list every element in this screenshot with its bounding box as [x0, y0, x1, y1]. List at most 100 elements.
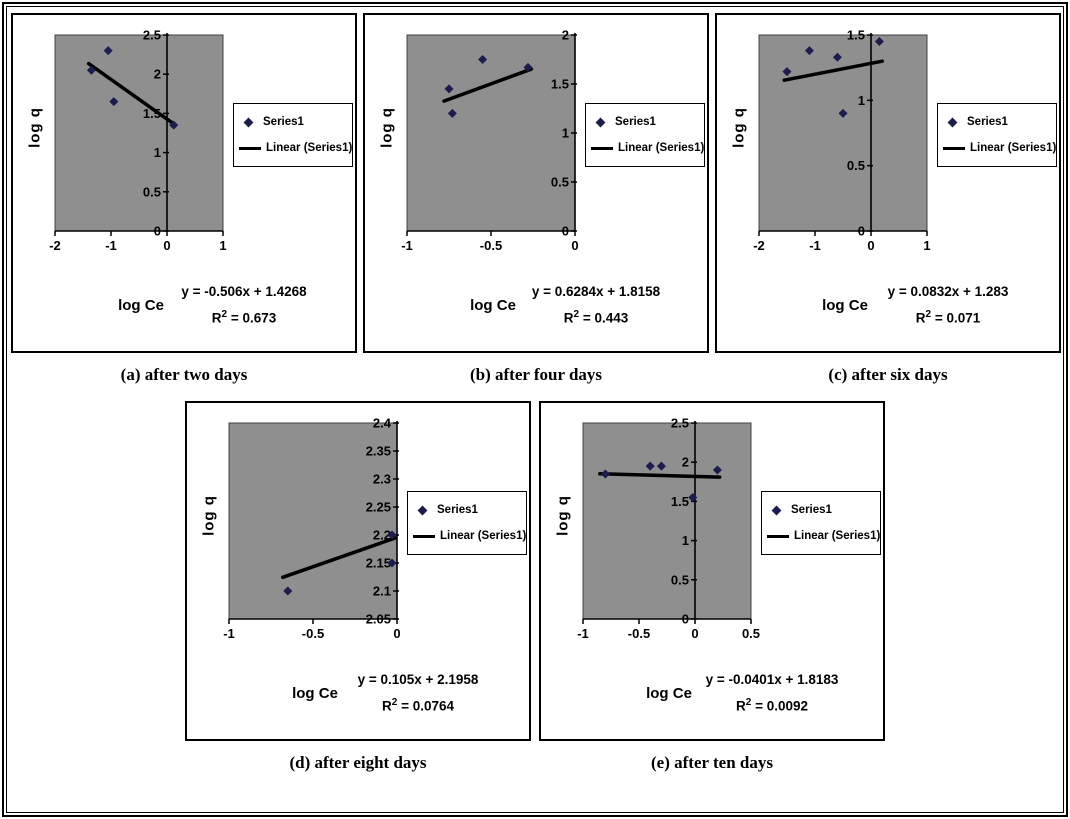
svg-text:1: 1 — [219, 238, 226, 253]
r2-text: R2 = 0.0092 — [736, 696, 808, 714]
top-row: log q 0 0.5 1 1.5 2 2.5 -2 -1 0 1 log Ce Series1 … — [11, 13, 1061, 391]
plot-area: 0 0.5 1 1.5 2 -1 -0.5 0 — [401, 28, 578, 254]
svg-text:1: 1 — [858, 93, 865, 108]
r2-text: R2 = 0.673 — [211, 308, 277, 326]
legend-trendline: Linear (Series1) — [239, 142, 352, 154]
legend-trendline: Linear (Series1) — [943, 142, 1056, 154]
x-axis-title: log Ce — [118, 297, 164, 314]
legend-series1: Series1 — [591, 116, 699, 128]
plot-area: 00.511.522.5-2 -1 0 1 — [49, 28, 226, 254]
series1-marker-icon — [417, 505, 428, 515]
svg-text:2: 2 — [562, 28, 569, 43]
svg-text:2: 2 — [154, 67, 161, 82]
svg-text:2.4: 2.4 — [373, 416, 392, 431]
legend: Series1 Linear (Series1) — [937, 103, 1057, 167]
svg-text:0.5: 0.5 — [742, 626, 760, 641]
legend-series1: Series1 — [943, 116, 1051, 128]
legend-series1: Series1 — [239, 116, 347, 128]
svg-text:0: 0 — [154, 224, 161, 239]
equation-block: y = 0.0832x + 1.283 R2 = 0.071 — [839, 279, 1057, 331]
legend-series1-label: Series1 — [967, 116, 1008, 128]
svg-text:0: 0 — [691, 626, 698, 641]
series1-marker-icon — [771, 505, 782, 515]
svg-text:-2: -2 — [753, 238, 765, 253]
svg-text:-1: -1 — [223, 626, 235, 641]
legend-trendline: Linear (Series1) — [591, 142, 704, 154]
svg-text:-1: -1 — [577, 626, 589, 641]
equation-block: y = -0.506x + 1.4268 R2 = 0.673 — [135, 279, 353, 331]
equation-text: y = -0.0401x + 1.8183 — [705, 672, 839, 688]
equation-text: y = -0.506x + 1.4268 — [181, 284, 307, 300]
svg-text:2.5: 2.5 — [671, 416, 689, 431]
r2-text: R2 = 0.071 — [915, 308, 981, 326]
trendline-sample-icon — [767, 534, 789, 538]
svg-text:1.5: 1.5 — [671, 494, 689, 509]
svg-text:1.5: 1.5 — [847, 28, 865, 43]
plot-area: 0 0.5 1 1.5 -2 -1 0 1 — [753, 28, 930, 254]
x-axis-title: log Ce — [646, 685, 692, 702]
svg-text:1.5: 1.5 — [551, 77, 569, 92]
svg-text:0: 0 — [163, 238, 170, 253]
svg-text:1: 1 — [562, 126, 569, 141]
svg-text:2.35: 2.35 — [366, 444, 391, 459]
svg-text:0.5: 0.5 — [847, 158, 865, 173]
chart-box-a: log q 0 0.5 1 1.5 2 2.5 -2 -1 0 1 log Ce Series1 … — [11, 13, 357, 353]
chart-box-b: log q 0 0.5 1 1.5 2 -1 -0.5 0 log Ce Series1 Li… — [363, 13, 709, 353]
legend-series1-label: Series1 — [437, 504, 478, 516]
legend: Series1 Linear (Series1) — [233, 103, 353, 167]
trendline-sample-icon — [943, 146, 965, 150]
series1-marker-icon — [595, 117, 606, 127]
x-axis-title: log Ce — [292, 685, 338, 702]
trendline-sample-icon — [239, 146, 261, 150]
equation-text: y = 0.0832x + 1.283 — [887, 284, 1009, 300]
svg-text:-1: -1 — [105, 238, 117, 253]
legend-series1-label: Series1 — [791, 504, 832, 516]
chart-panel-e: log q 0 0.5 1 1.5 2 2.5 -1 -0.5 0 0.5 log Ce Seri… — [539, 401, 885, 779]
svg-text:0: 0 — [867, 238, 874, 253]
svg-text:2.25: 2.25 — [366, 500, 391, 515]
svg-text:-0.5: -0.5 — [480, 238, 502, 253]
svg-text:0: 0 — [858, 224, 865, 239]
equation-text: y = 0.6284x + 1.8158 — [531, 284, 661, 300]
legend: Series1 Linear (Series1) — [585, 103, 705, 167]
legend-series1: Series1 — [413, 504, 521, 516]
x-axis-title: log Ce — [822, 297, 868, 314]
legend: Series1 Linear (Series1) — [407, 491, 527, 555]
legend-trendline-label: Linear (Series1) — [440, 530, 527, 542]
svg-text:0: 0 — [393, 626, 400, 641]
svg-text:0: 0 — [682, 612, 689, 627]
legend-trendline: Linear (Series1) — [413, 530, 526, 542]
trendline-sample-icon — [413, 534, 435, 538]
svg-text:1: 1 — [154, 145, 161, 160]
svg-text:-0.5: -0.5 — [302, 626, 324, 641]
svg-text:-1: -1 — [809, 238, 821, 253]
bottom-row: log q 2.05 2.1 2.15 2.2 2.25 2.3 2.35 2.4 -1 -0.5… — [11, 401, 1059, 779]
svg-text:2.1: 2.1 — [373, 584, 391, 599]
svg-text:1: 1 — [923, 238, 930, 253]
svg-text:2.15: 2.15 — [366, 556, 391, 571]
chart-box-e: log q 0 0.5 1 1.5 2 2.5 -1 -0.5 0 0.5 log Ce Seri… — [539, 401, 885, 741]
legend: Series1 Linear (Series1) — [761, 491, 881, 555]
svg-text:0.5: 0.5 — [143, 184, 161, 199]
legend-trendline-label: Linear (Series1) — [970, 142, 1057, 154]
series1-marker-icon — [243, 117, 254, 127]
legend-trendline-label: Linear (Series1) — [266, 142, 353, 154]
legend-trendline-label: Linear (Series1) — [794, 530, 881, 542]
svg-text:-0.5: -0.5 — [628, 626, 650, 641]
chart-caption: (b) after four days — [469, 365, 603, 384]
svg-text:0: 0 — [571, 238, 578, 253]
svg-text:2.3: 2.3 — [373, 472, 391, 487]
svg-text:0: 0 — [562, 224, 569, 239]
x-axis-title: log Ce — [470, 297, 516, 314]
svg-text:2.2: 2.2 — [373, 528, 391, 543]
equation-block: y = -0.0401x + 1.8183 R2 = 0.0092 — [663, 667, 881, 719]
chart-caption: (e) after ten days — [651, 753, 773, 772]
legend-series1-label: Series1 — [615, 116, 656, 128]
series1-marker-icon — [947, 117, 958, 127]
trendline-sample-icon — [591, 146, 613, 150]
legend-series1: Series1 — [767, 504, 875, 516]
r2-text: R2 = 0.443 — [563, 308, 629, 326]
svg-text:1: 1 — [682, 533, 689, 548]
legend-series1-label: Series1 — [263, 116, 304, 128]
